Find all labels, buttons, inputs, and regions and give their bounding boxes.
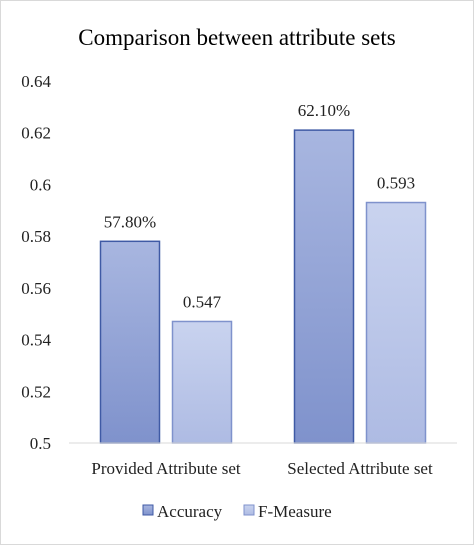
category-label: Provided Attribute set <box>91 459 240 478</box>
y-tick-label: 0.52 <box>21 382 51 401</box>
chart-title: Comparison between attribute sets <box>78 25 396 50</box>
y-tick-label: 0.56 <box>21 279 51 298</box>
legend-label: F-Measure <box>258 502 332 521</box>
y-tick-label: 0.6 <box>30 175 51 194</box>
y-tick-label: 0.58 <box>21 227 51 246</box>
category-label: Selected Attribute set <box>287 459 433 478</box>
legend-label: Accuracy <box>157 502 223 521</box>
data-label: 0.547 <box>183 292 222 311</box>
bar-accuracy-1 <box>99 240 161 444</box>
y-tick-label: 0.54 <box>21 331 51 350</box>
y-tick-label: 0.62 <box>21 124 51 143</box>
y-tick-label: 0.5 <box>30 434 51 453</box>
bar-f-measure-2 <box>365 201 427 444</box>
legend: Accuracy F-Measure <box>142 502 332 521</box>
y-tick-label: 0.64 <box>21 72 51 91</box>
data-label: 57.80% <box>104 212 156 231</box>
bar-accuracy-2 <box>293 129 355 444</box>
legend-swatch <box>243 504 255 516</box>
legend-swatch <box>142 504 154 516</box>
data-label: 0.593 <box>377 174 415 193</box>
data-label: 62.10% <box>298 101 350 120</box>
bar-f-measure-1 <box>171 320 233 444</box>
